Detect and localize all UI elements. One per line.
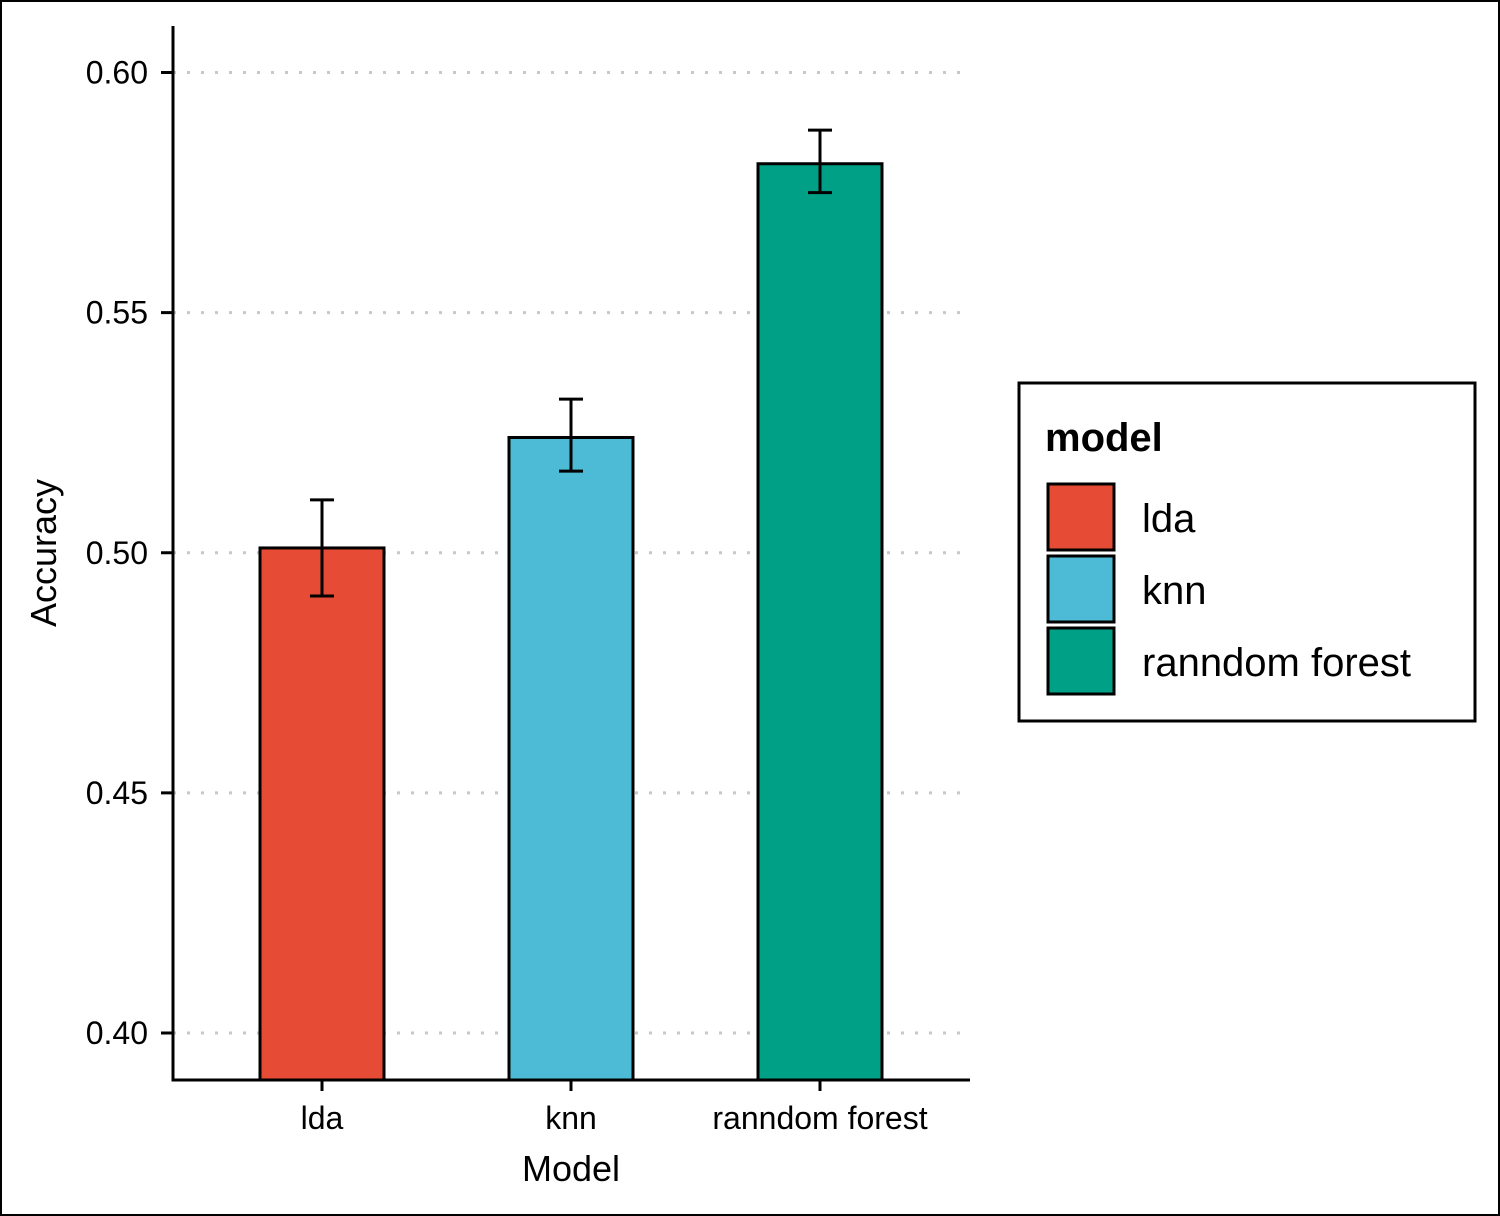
legend-label: knn <box>1142 569 1207 613</box>
legend-swatch-knn <box>1046 554 1116 624</box>
y-tick-label: 0.40 <box>86 1015 148 1051</box>
error-bars <box>310 128 832 598</box>
bar-lda <box>258 546 386 1082</box>
x-axis-title: Model <box>522 1148 620 1189</box>
y-tick-label: 0.55 <box>86 295 148 331</box>
x-tick-label: ranndom forest <box>712 1100 927 1136</box>
x-tick-label: lda <box>301 1100 344 1136</box>
legend-swatch-lda <box>1046 482 1116 552</box>
legend: model lda knn ranndom forest <box>1017 381 1477 723</box>
y-tick-label: 0.45 <box>86 775 148 811</box>
legend-entries: lda knn ranndom forest <box>1046 482 1411 696</box>
y-tick-label: 0.60 <box>86 55 148 91</box>
bar-knn <box>507 435 635 1082</box>
bars <box>258 162 884 1082</box>
legend-title: model <box>1045 416 1163 460</box>
x-ticks: lda knn ranndom forest <box>301 1080 928 1136</box>
x-tick-label: knn <box>545 1100 597 1136</box>
legend-label: ranndom forest <box>1142 641 1411 685</box>
y-axis-title: Accuracy <box>23 479 64 627</box>
y-tick-label: 0.50 <box>86 535 148 571</box>
legend-label: lda <box>1142 497 1196 541</box>
legend-swatch-ranndom-forest <box>1046 626 1116 696</box>
y-ticks: 0.40 0.45 0.50 0.55 0.60 <box>86 55 173 1051</box>
bar-ranndom-forest <box>756 162 884 1082</box>
